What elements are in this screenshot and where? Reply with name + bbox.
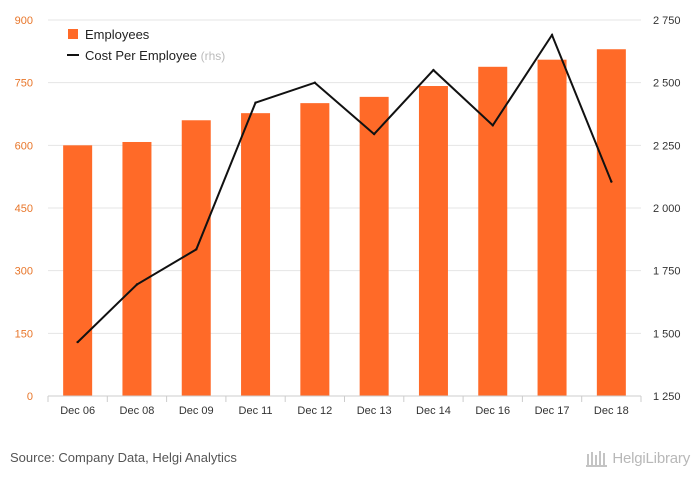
y-tick-label-left: 0: [27, 391, 33, 403]
bar[interactable]: [122, 141, 152, 396]
bar-series-employees: [63, 49, 626, 397]
bar[interactable]: [63, 145, 93, 396]
legend-swatch-employees: [68, 29, 78, 39]
x-tick-label: Dec 17: [535, 405, 570, 417]
line-point: [372, 132, 376, 136]
x-tick-label: Dec 06: [60, 405, 95, 417]
y-tick-label-right: 2 750: [653, 15, 681, 27]
library-icon: [586, 451, 608, 467]
source-note: Source: Company Data, Helgi Analytics: [10, 450, 237, 465]
line-point: [432, 68, 435, 72]
y-tick-label-left: 900: [15, 15, 33, 27]
bar[interactable]: [181, 120, 211, 397]
line-point: [313, 81, 317, 84]
y-tick-label-left: 300: [15, 266, 33, 278]
line-point: [254, 101, 257, 104]
brand-logo[interactable]: HelgiLibrary: [586, 449, 690, 467]
legend-label-employees[interactable]: Employees: [85, 27, 150, 42]
y-tick-label-left: 750: [15, 78, 33, 90]
bar[interactable]: [241, 113, 271, 397]
y-tick-label-right: 1 500: [653, 328, 681, 340]
bar[interactable]: [359, 96, 389, 397]
bar[interactable]: [418, 86, 448, 397]
brand-name: HelgiLibrary: [612, 449, 690, 467]
line-point: [550, 33, 554, 37]
x-tick-label: Dec 09: [179, 405, 214, 417]
bar[interactable]: [537, 59, 567, 396]
y-tick-label-right: 2 500: [653, 78, 681, 90]
legend-rhs-note: (rhs): [201, 49, 226, 63]
legend-label-cost-per-employee[interactable]: Cost Per Employee (rhs): [85, 48, 225, 63]
x-tick-label: Dec 14: [416, 405, 451, 417]
y-tick-label-right: 2 000: [653, 203, 681, 215]
y-tick-label-left: 150: [15, 328, 33, 340]
x-tick-label: Dec 16: [475, 405, 510, 417]
line-point: [76, 340, 79, 344]
bar[interactable]: [478, 66, 508, 397]
x-tick-label: Dec 11: [239, 405, 273, 417]
x-tick-label: Dec 08: [120, 405, 155, 417]
x-tick-label: Dec 12: [297, 405, 332, 417]
line-point: [135, 283, 139, 286]
y-tick-label-right: 1 750: [653, 266, 681, 278]
line-point: [610, 180, 613, 183]
line-series-cost-per-employee[interactable]: [77, 32, 613, 343]
bar[interactable]: [300, 103, 330, 396]
y-tick-label-left: 600: [15, 140, 33, 152]
bar[interactable]: [596, 49, 626, 396]
legend: Employees Cost Per Employee (rhs): [67, 27, 225, 63]
y-tick-label-right: 1 250: [653, 391, 681, 403]
y-tick-label-left: 450: [15, 203, 33, 215]
line-point: [491, 124, 494, 127]
line-point: [195, 248, 198, 251]
x-tick-label: Dec 18: [594, 405, 629, 417]
y-tick-label-right: 2 250: [653, 140, 681, 152]
combo-chart: 0 150 300 450 600 750 900 1 250 1 500 1 750 2 000 2…: [15, 15, 681, 417]
x-tick-label: Dec 13: [357, 405, 392, 417]
